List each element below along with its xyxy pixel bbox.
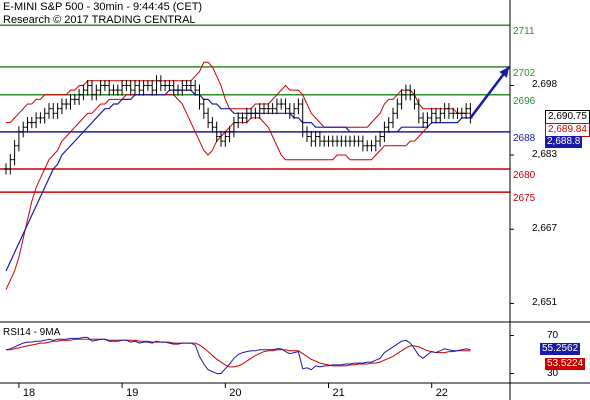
- price-tick-label: 2,651: [532, 297, 558, 309]
- rsi-tick-label: 70: [547, 329, 559, 341]
- chart-title: E-MINI S&P 500 - 30min - 9:44:45 (CET): [3, 1, 203, 13]
- level-label-2696: 2696: [513, 95, 536, 107]
- time-tick-label-18: 18: [22, 387, 36, 399]
- rsi-value-badge: 55.2562: [540, 342, 581, 355]
- rsi-ma-value-badge: 53.5224: [545, 357, 586, 370]
- lower-band-badge: 2,688.8: [545, 135, 583, 148]
- chart-subtitle: Research © 2017 TRADING CENTRAL: [3, 14, 196, 26]
- price-tick-label: 2,667: [532, 223, 558, 235]
- time-tick-label-22: 22: [435, 387, 448, 399]
- price-tick-label: 2,683: [532, 149, 558, 161]
- level-label-2702: 2702: [513, 67, 536, 79]
- bollinger-bands: [5, 61, 471, 290]
- level-lines: [0, 24, 510, 193]
- level-label-2675: 2675: [513, 193, 536, 205]
- level-label-2688: 2688: [513, 132, 536, 144]
- level-label-2680: 2680: [513, 169, 536, 181]
- level-label-2711: 2711: [513, 26, 535, 38]
- time-tick-label-20: 20: [229, 387, 242, 399]
- time-tick-label-21: 21: [332, 387, 345, 399]
- projection-arrow: [469, 66, 511, 119]
- rsi-tick-label: 30: [547, 367, 559, 379]
- last-price-badge: 2,690.75: [545, 109, 590, 124]
- price-tick-label: 2,698: [532, 79, 558, 91]
- rsi-ma-line: [6, 338, 471, 368]
- rsi-panel: [5, 336, 471, 374]
- projection-arrow-shaft: [469, 66, 511, 119]
- rsi-line: [5, 336, 471, 374]
- rsi-label: RSI14 - 9MA: [3, 327, 61, 338]
- projection-arrow-head: [499, 66, 510, 78]
- price-bars: [4, 75, 473, 175]
- time-tick-label-19: 19: [126, 387, 139, 399]
- upper-band-badge: 2,689.84: [545, 122, 590, 137]
